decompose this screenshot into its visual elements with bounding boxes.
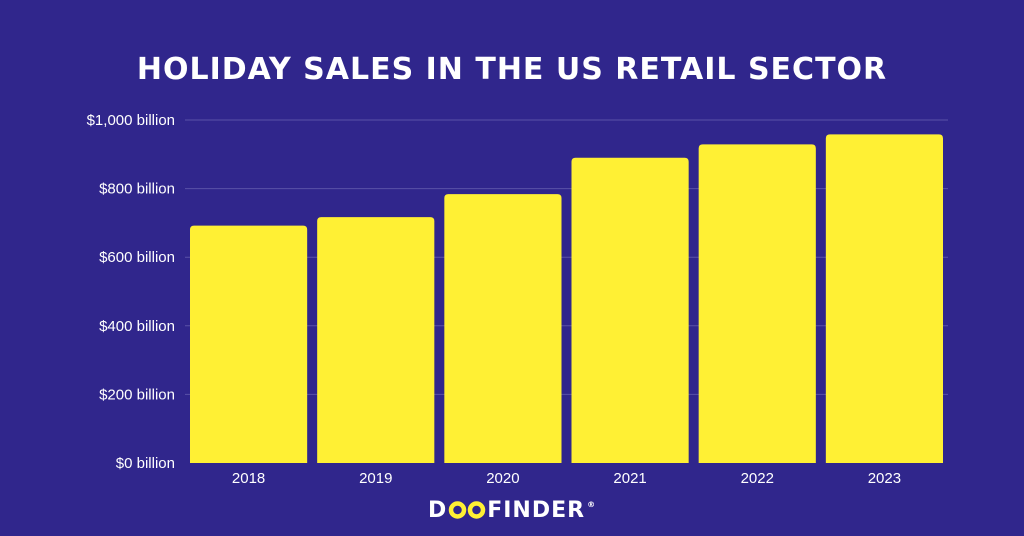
x-axis-tick-labels: 2018 2019 2020 2021 2022 2023 <box>232 470 901 487</box>
y-tick-label: $200 billion <box>99 386 175 403</box>
bar-2018 <box>190 225 308 463</box>
bar-2019 <box>317 217 435 463</box>
y-tick-label: $400 billion <box>99 318 175 335</box>
bar-2022 <box>698 144 816 463</box>
x-tick-label: 2018 <box>232 470 265 487</box>
y-tick-label: $1,000 billion <box>87 112 175 129</box>
bar-2020 <box>444 194 562 463</box>
bar-2021 <box>571 157 689 464</box>
x-tick-label: 2019 <box>359 470 392 487</box>
registered-mark: ® <box>587 500 597 509</box>
y-tick-label: $0 billion <box>116 455 175 472</box>
logo-text-prefix: D <box>427 498 448 523</box>
x-tick-label: 2022 <box>741 470 774 487</box>
doofinder-logo: D FINDER ® <box>0 498 1024 523</box>
bar-2023 <box>825 134 943 463</box>
x-tick-label: 2023 <box>868 470 901 487</box>
bars <box>190 134 943 464</box>
chart-title: HOLIDAY SALES IN THE US RETAIL SECTOR <box>136 52 888 87</box>
x-tick-label: 2021 <box>613 470 646 487</box>
gridlines <box>185 119 948 395</box>
y-tick-label: $800 billion <box>99 181 175 198</box>
y-tick-label: $600 billion <box>99 249 175 266</box>
infinity-oo-icon <box>448 501 486 519</box>
logo-text-suffix: FINDER <box>487 498 586 523</box>
y-axis-tick-labels: $0 billion $200 billion $400 billion $600 b… <box>87 112 175 472</box>
x-tick-label: 2020 <box>486 470 519 487</box>
